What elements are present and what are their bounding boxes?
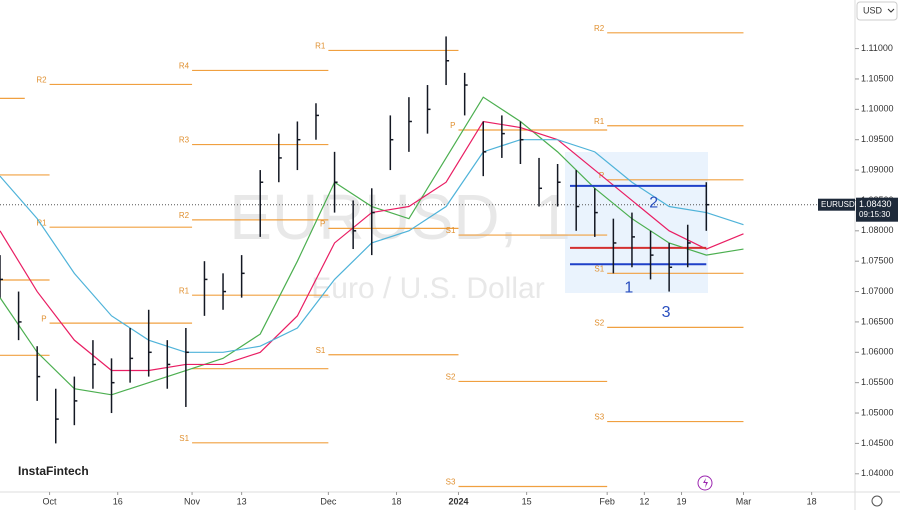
- currency-label: USD: [863, 5, 883, 15]
- wave-label: 1: [624, 280, 633, 297]
- wave-label: 2: [649, 195, 658, 212]
- watermark: EURUSD, 1: [229, 181, 570, 253]
- settings-icon[interactable]: [871, 495, 883, 507]
- pivot-label: R1: [179, 286, 190, 295]
- pivot-label: S3: [446, 478, 456, 487]
- y-tick-label: 1.09500: [861, 134, 894, 144]
- pivot-label: S1: [594, 264, 604, 273]
- pivot-label: R1: [36, 218, 47, 227]
- y-tick-label: 1.07000: [861, 286, 894, 296]
- pivot-label: S2: [594, 319, 604, 328]
- price-tag: [856, 197, 898, 222]
- pivot-label: S3: [594, 413, 604, 422]
- x-tick-label: 15: [522, 496, 532, 506]
- y-tick-label: 1.11000: [861, 43, 893, 53]
- watermark-subtitle: Euro / U.S. Dollar: [311, 272, 544, 305]
- y-tick-label: 1.04500: [861, 438, 894, 448]
- y-tick-label: 1.07500: [861, 256, 894, 266]
- x-tick-label: 16: [113, 496, 123, 506]
- pivot-label: P: [41, 314, 46, 323]
- events-icon[interactable]: [697, 475, 713, 491]
- pivot-label: R2: [36, 76, 47, 85]
- x-tick-label: 18: [392, 496, 402, 506]
- y-tick-label: 1.08000: [861, 225, 894, 235]
- pivot-label: R2: [594, 24, 605, 33]
- pivot-label: P: [450, 121, 455, 130]
- pivot-label: S1: [179, 434, 189, 443]
- dropdown-icon: [887, 8, 895, 13]
- pivot-label: R3: [179, 136, 190, 145]
- logo: InstaFintech: [18, 464, 89, 478]
- currency-select[interactable]: [856, 1, 898, 21]
- x-tick-label: Dec: [320, 496, 337, 506]
- plot: R2R1PR4R3R2R1S1R1PS1PS1S2S3R2R1PS1S2S312…: [0, 24, 855, 488]
- pivot-label: R1: [315, 42, 326, 51]
- x-tick-label: Feb: [599, 496, 615, 506]
- y-tick-label: 1.05500: [861, 377, 894, 387]
- pivot-label: S2: [446, 373, 456, 382]
- pivot-label: R1: [594, 117, 605, 126]
- pivot-label: P: [320, 219, 325, 228]
- y-tick-label: 1.06000: [861, 347, 894, 357]
- x-tick-label: Mar: [736, 496, 752, 506]
- logo-box: [10, 455, 200, 489]
- pivot-label: R2: [179, 211, 190, 220]
- pivot-label: R4: [179, 62, 190, 71]
- y-tick-label: 1.06500: [861, 316, 894, 326]
- wave-label: 3: [662, 304, 671, 321]
- time-tag-label: 09:15:30: [859, 210, 891, 219]
- pivot-label: S1: [446, 226, 456, 235]
- x-tick-label: 18: [807, 496, 817, 506]
- price-tag-label: 1.08430: [859, 199, 892, 209]
- y-tick-label: 1.10500: [861, 73, 894, 83]
- x-tick-label: 12: [639, 496, 649, 506]
- symbol-tag: [818, 198, 855, 211]
- y-tick-label: 1.10000: [861, 104, 894, 114]
- y-tick-label: 1.05000: [861, 407, 894, 417]
- y-tick-label: 1.09000: [861, 164, 894, 174]
- x-tick-label: Nov: [184, 496, 201, 506]
- range-box: [565, 152, 708, 293]
- pivot-label: S1: [316, 346, 326, 355]
- x-tick-label: 13: [237, 496, 247, 506]
- y-tick-label: 1.04000: [861, 468, 894, 478]
- symbol-label: EURUSD: [821, 200, 855, 209]
- x-tick-label: 2024: [448, 496, 468, 506]
- events-icon-bolt: [703, 478, 708, 488]
- x-tick-label: Oct: [43, 496, 58, 506]
- x-tick-label: 19: [677, 496, 687, 506]
